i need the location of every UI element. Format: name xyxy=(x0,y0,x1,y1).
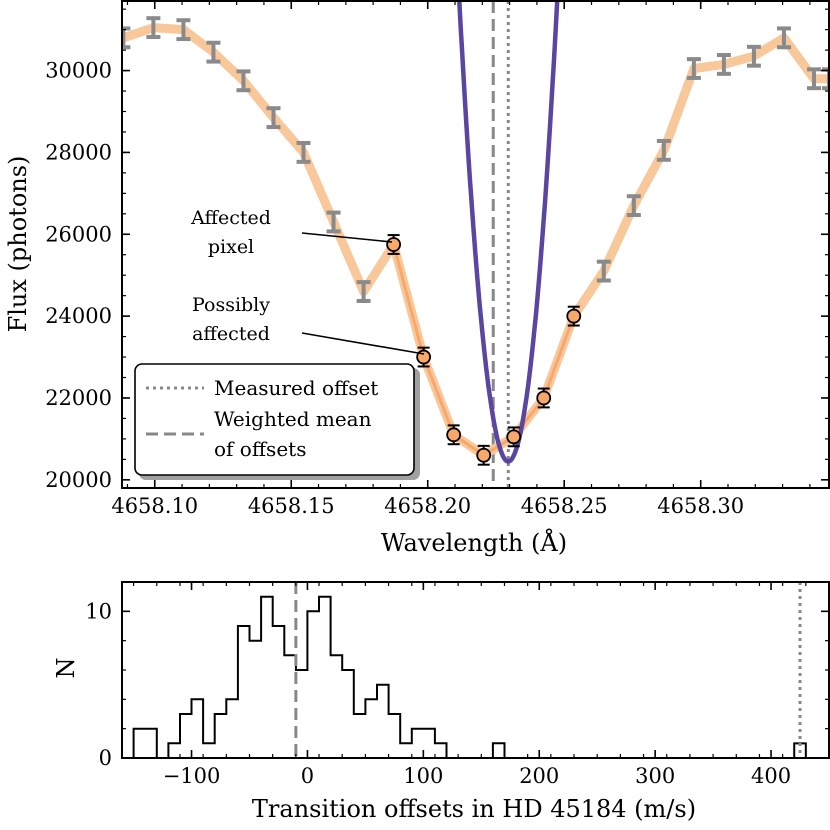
spectrum-errorbar xyxy=(206,40,221,64)
legend-weighted-mean-line2: of offsets xyxy=(214,437,306,461)
highlighted-pixels xyxy=(386,234,582,466)
spectrum-errorbar xyxy=(356,280,371,303)
x-tick-label: 4658.10 xyxy=(111,494,198,518)
spectrum-errorbar xyxy=(266,106,281,130)
histogram-offset-lines xyxy=(294,582,802,758)
legend-weighted-mean-line1: Weighted mean xyxy=(214,407,372,431)
spectrum-errorbar xyxy=(122,26,131,50)
spectrum-errorbar xyxy=(596,259,611,283)
pixel-marker xyxy=(536,390,552,406)
model-fit-line xyxy=(457,1,560,464)
y-tick-label: 26000 xyxy=(45,222,112,246)
spectrum-errorbar xyxy=(686,57,701,80)
hist-x-tick-label: 300 xyxy=(635,764,675,788)
highlighted-pixel xyxy=(386,234,402,255)
hist-x-tick-label: 200 xyxy=(519,764,559,788)
spectrum-errorbar xyxy=(626,194,641,218)
histogram-x-axis-label: Transition offsets in HD 45184 (m/s) xyxy=(252,795,696,823)
annotation-possibly-line1: Possibly xyxy=(192,294,270,316)
pixel-marker xyxy=(566,308,582,324)
y-tick-label: 22000 xyxy=(45,386,112,410)
x-tick-label: 4658.15 xyxy=(248,494,335,518)
legend: Measured offset Weighted mean of offsets xyxy=(134,363,420,480)
pixel-marker xyxy=(386,237,402,252)
hist-x-tick-label: 100 xyxy=(403,764,443,788)
y-tick-label: 30000 xyxy=(45,59,112,83)
spectrum-errorbar xyxy=(176,18,191,42)
spectrum-errorbar xyxy=(656,138,671,162)
highlighted-pixel xyxy=(536,387,552,409)
annotation-affected-arrow xyxy=(301,232,393,243)
hist-x-tick-label: −100 xyxy=(163,764,221,788)
highlighted-pixel xyxy=(566,305,582,327)
pixel-marker xyxy=(476,447,492,463)
annotation-affected-line2: pixel xyxy=(208,236,254,258)
histogram-series xyxy=(132,595,807,758)
histogram-ticks: −100 0 100 200 300 400 0 10 xyxy=(85,581,829,788)
spectrum-errorbar xyxy=(776,26,791,50)
hist-x-tick-label: 0 xyxy=(301,764,314,788)
y-tick-label: 20000 xyxy=(45,468,112,492)
spectrum-errorbar xyxy=(326,210,341,234)
y-tick-label: 28000 xyxy=(45,140,112,164)
spectrum-errorbar xyxy=(822,67,829,91)
legend-measured-offset: Measured offset xyxy=(214,376,378,400)
annotation-affected-pixel: Affected pixel xyxy=(190,207,393,258)
annotation-possibly-line2: affected xyxy=(192,323,270,345)
hist-y-tick-label: 10 xyxy=(85,599,112,623)
annotation-possibly-affected: Possibly affected xyxy=(192,294,425,355)
highlighted-pixel xyxy=(506,426,522,448)
x-tick-label: 4658.20 xyxy=(384,494,471,518)
highlighted-pixel xyxy=(476,444,492,466)
spectrum-errorbar xyxy=(746,44,761,68)
pixel-marker xyxy=(446,427,462,443)
hist-y-tick-label: 0 xyxy=(99,746,112,770)
spectrum-errorbar xyxy=(296,141,311,164)
histogram-panel: −100 0 100 200 300 400 0 10 Transition offsets … xyxy=(52,581,830,823)
histogram-axes-frame xyxy=(121,581,830,759)
highlighted-pixel xyxy=(446,424,462,446)
x-tick-label: 4658.30 xyxy=(657,494,744,518)
spectrum-errorbar xyxy=(146,16,161,40)
model-fit-series xyxy=(457,1,560,464)
spectrum-axes-frame xyxy=(121,0,830,489)
annotation-possibly-arrow xyxy=(301,332,425,355)
histogram-y-axis-label: N xyxy=(52,658,80,679)
legend-box xyxy=(134,363,415,476)
spectrum-errorbar xyxy=(236,69,251,93)
y-tick-label: 24000 xyxy=(45,304,112,328)
pixel-marker xyxy=(506,429,522,445)
hist-x-tick-label: 400 xyxy=(751,764,791,788)
histogram-outline xyxy=(132,595,517,758)
spectrum-panel: 4658.10 4658.15 4658.20 4658.25 4658.30 20000… xyxy=(4,0,830,557)
spectrum-ticks: 4658.10 4658.15 4658.20 4658.25 4658.30 20000… xyxy=(45,1,829,518)
spectrum-x-axis-label: Wavelength (Å) xyxy=(381,528,567,557)
offset-lines xyxy=(491,1,510,488)
spectrum-y-axis-label: Flux (photons) xyxy=(4,156,32,333)
annotation-affected-line1: Affected xyxy=(190,207,271,229)
spectrum-errorbar xyxy=(716,53,731,76)
spectrum-errorbar xyxy=(806,67,821,91)
x-tick-label: 4658.25 xyxy=(521,494,608,518)
